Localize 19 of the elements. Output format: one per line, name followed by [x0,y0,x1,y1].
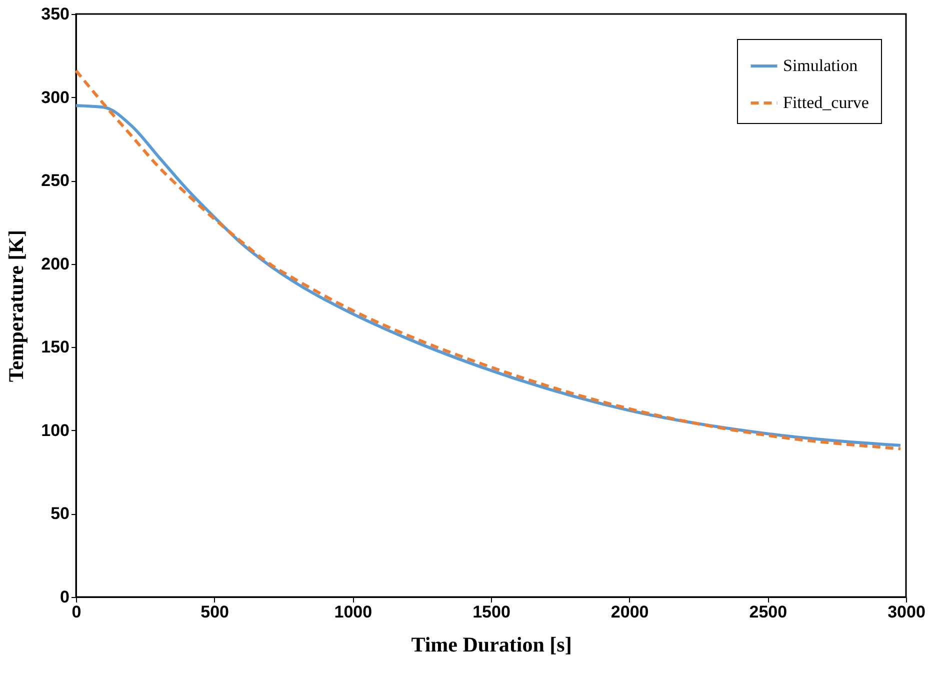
x-axis-title: Time Duration [s] [411,632,572,656]
x-tick-label: 1000 [334,602,372,622]
x-tick-label: 500 [200,602,230,622]
y-tick-label: 50 [50,504,70,524]
y-tick-label: 100 [41,420,70,440]
legend-label: Simulation [783,56,858,75]
legend-label: Fitted_curve [783,93,869,112]
y-axis-title: Temperature [K] [4,230,28,382]
x-tick-label: 2000 [610,602,649,622]
x-tick-label: 2500 [749,602,788,622]
y-tick-label: 350 [41,4,70,24]
x-tick-label: 3000 [888,602,926,622]
x-tick-label: 1500 [472,602,510,622]
y-tick-label: 300 [41,88,70,107]
y-tick-label: 250 [41,171,70,190]
y-tick-label: 150 [41,338,70,357]
x-tick-label: 0 [72,602,82,622]
y-tick-label: 0 [60,588,70,606]
y-tick-label: 200 [41,254,70,274]
